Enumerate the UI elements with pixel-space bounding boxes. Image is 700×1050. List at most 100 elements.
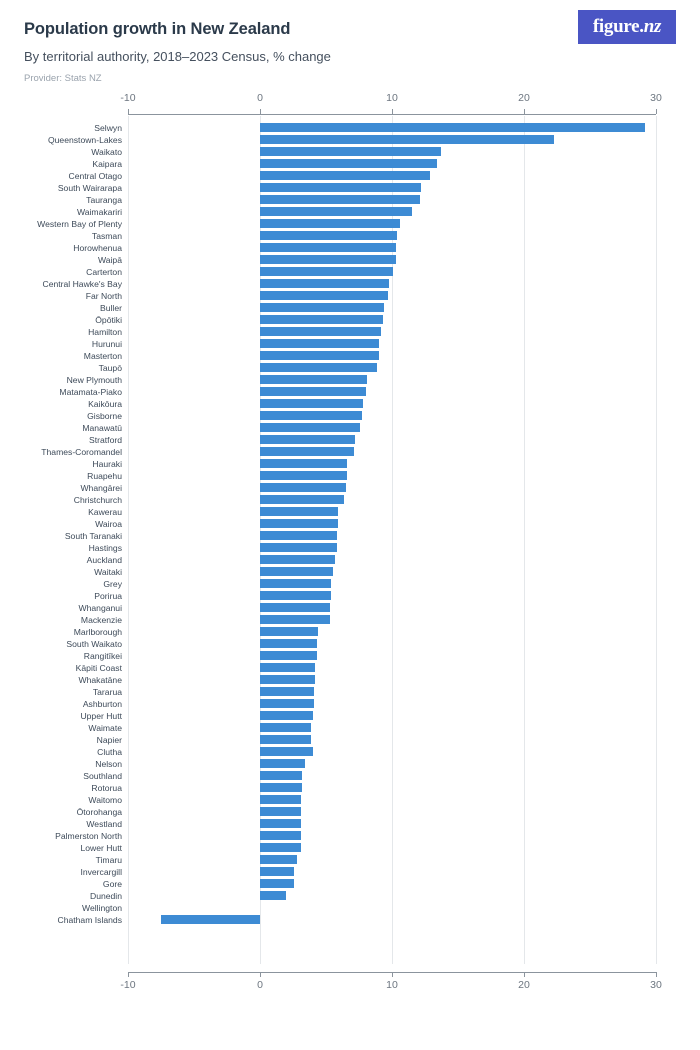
bar[interactable] [260, 375, 367, 385]
bar[interactable] [260, 891, 287, 901]
x-axis-tickmark [128, 108, 129, 114]
bar-row: Queenstown-Lakes [0, 134, 700, 146]
bar[interactable] [260, 423, 361, 433]
bar-category-label: Taupō [98, 362, 122, 373]
bar[interactable] [260, 315, 383, 325]
bar-row: Kāpiti Coast [0, 662, 700, 674]
bar[interactable] [260, 471, 348, 481]
bar-row: Horowhenua [0, 242, 700, 254]
x-axis-tick-label: 30 [650, 91, 662, 104]
bar[interactable] [260, 531, 337, 541]
bar[interactable] [260, 759, 305, 769]
bar-category-label: Kaipara [92, 158, 122, 169]
bar-category-label: South Waikato [66, 638, 122, 649]
bar-row: Waimakariri [0, 206, 700, 218]
bar[interactable] [260, 195, 420, 205]
bar-row: Wellington [0, 902, 700, 914]
bar[interactable] [260, 207, 412, 217]
bar[interactable] [260, 459, 348, 469]
bar[interactable] [260, 303, 385, 313]
bar[interactable] [260, 711, 313, 721]
bar[interactable] [260, 123, 646, 133]
bar[interactable] [260, 855, 297, 865]
bar[interactable] [260, 171, 431, 181]
bar[interactable] [260, 663, 316, 673]
bar[interactable] [260, 723, 312, 733]
bar[interactable] [260, 603, 330, 613]
bar-category-label: Tauranga [86, 194, 122, 205]
x-axis-tick-label: 10 [386, 91, 398, 104]
bar[interactable] [260, 339, 379, 349]
bar[interactable] [260, 387, 366, 397]
bar-row: Ōpōtiki [0, 314, 700, 326]
bar-row: Manawatū [0, 422, 700, 434]
bar[interactable] [260, 495, 345, 505]
bar-row: Whanganui [0, 602, 700, 614]
bar[interactable] [260, 783, 303, 793]
bar[interactable] [260, 363, 378, 373]
bar[interactable] [260, 747, 313, 757]
bar[interactable] [260, 867, 295, 877]
bar-category-label: Ōtorohanga [76, 806, 122, 817]
bar-row: Christchurch [0, 494, 700, 506]
bar[interactable] [260, 771, 303, 781]
bar[interactable] [260, 555, 336, 565]
bar[interactable] [161, 915, 260, 925]
bar[interactable] [260, 327, 382, 337]
bar-category-label: Porirua [94, 590, 122, 601]
bar[interactable] [260, 615, 330, 625]
bar[interactable] [260, 243, 396, 253]
bar-row: Rotorua [0, 782, 700, 794]
bar[interactable] [260, 591, 332, 601]
bar[interactable] [260, 351, 379, 361]
bar[interactable] [260, 159, 437, 169]
bar[interactable] [260, 699, 315, 709]
bar[interactable] [260, 279, 390, 289]
bar[interactable] [260, 819, 301, 829]
bar[interactable] [260, 447, 354, 457]
bar[interactable] [260, 627, 319, 637]
bar-category-label: Hastings [88, 542, 122, 553]
bar[interactable] [260, 675, 316, 685]
bar[interactable] [260, 579, 332, 589]
bar[interactable] [260, 147, 441, 157]
bar-category-label: Gisborne [87, 410, 122, 421]
bar-row: Taupō [0, 362, 700, 374]
bar[interactable] [260, 543, 337, 553]
bar[interactable] [260, 255, 396, 265]
bar[interactable] [260, 651, 317, 661]
bar-row: Waimate [0, 722, 700, 734]
bar-category-label: Kawerau [88, 506, 122, 517]
bar[interactable] [260, 687, 315, 697]
bar[interactable] [260, 567, 333, 577]
bar[interactable] [260, 135, 555, 145]
bar[interactable] [260, 435, 356, 445]
bar-category-label: Manawatū [82, 422, 122, 433]
bar-category-label: Carterton [86, 266, 122, 277]
bar-category-label: Nelson [95, 758, 122, 769]
bar[interactable] [260, 735, 312, 745]
bar[interactable] [260, 843, 301, 853]
bar[interactable] [260, 795, 301, 805]
bar[interactable] [260, 267, 394, 277]
bar[interactable] [260, 879, 295, 889]
bar[interactable] [260, 507, 338, 517]
bar[interactable] [260, 483, 346, 493]
bar[interactable] [260, 519, 338, 529]
bar[interactable] [260, 807, 301, 817]
bar-row: Rangitīkei [0, 650, 700, 662]
figure-nz-logo[interactable]: figure.nz [578, 10, 676, 44]
x-axis-tickmark [656, 971, 657, 977]
bar[interactable] [260, 291, 389, 301]
bar[interactable] [260, 411, 362, 421]
bar[interactable] [260, 231, 398, 241]
bar[interactable] [260, 183, 422, 193]
bar-row: Clutha [0, 746, 700, 758]
bar-category-label: South Taranaki [64, 530, 122, 541]
bar[interactable] [260, 831, 301, 841]
bar-row: Tauranga [0, 194, 700, 206]
bar[interactable] [260, 639, 317, 649]
bar[interactable] [260, 219, 400, 229]
bar-category-label: Invercargill [80, 866, 122, 877]
bar[interactable] [260, 399, 363, 409]
